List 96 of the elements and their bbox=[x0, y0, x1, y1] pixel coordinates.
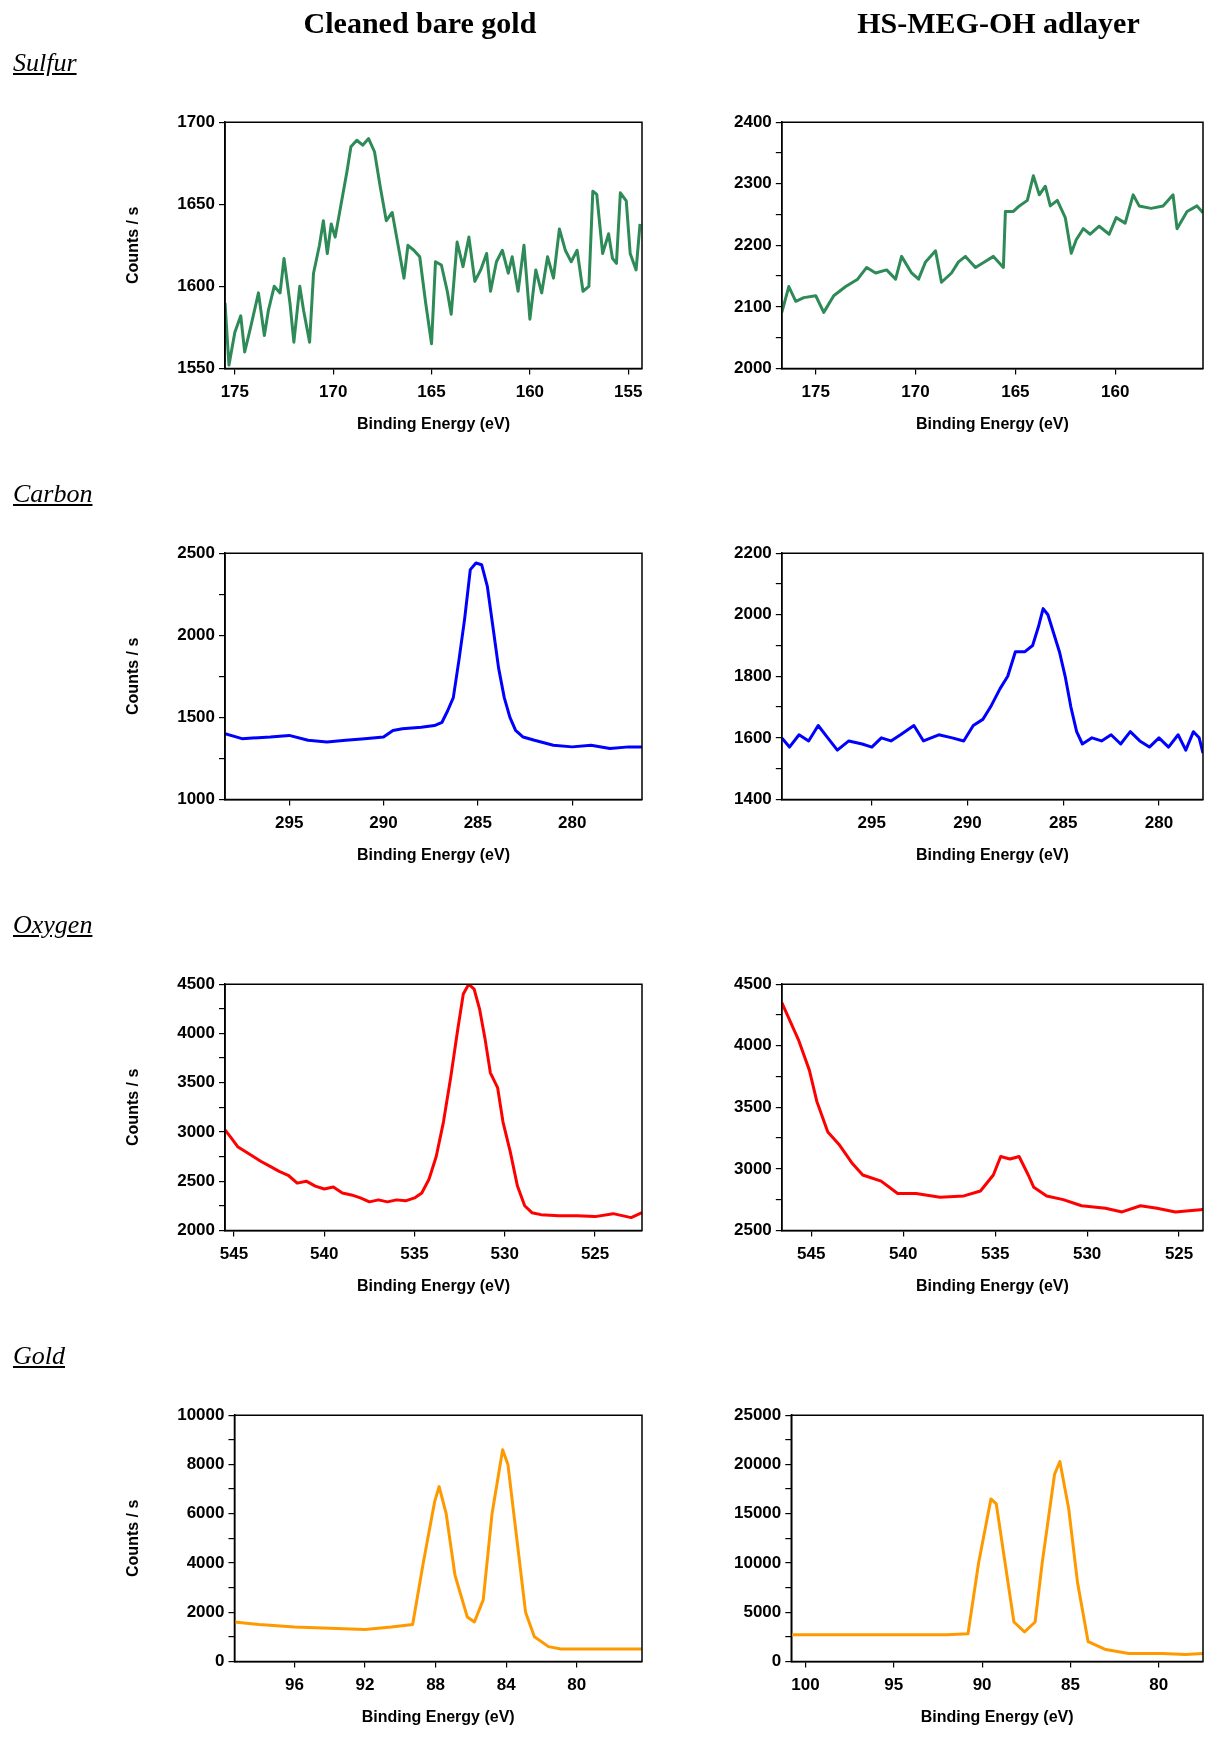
y-tick-label: 2000 bbox=[177, 624, 216, 644]
y-tick-label: 8000 bbox=[186, 1454, 225, 1474]
x-tick-label: 90 bbox=[972, 1675, 992, 1695]
x-tick-label: 92 bbox=[355, 1675, 375, 1695]
x-tick-label: 530 bbox=[490, 1244, 519, 1264]
y-tick-label: 2500 bbox=[177, 1170, 216, 1190]
x-tick-label: 540 bbox=[889, 1244, 918, 1264]
x-tick-label: 530 bbox=[1072, 1244, 1102, 1264]
x-axis-title: Binding Energy (eV) bbox=[915, 1276, 1069, 1294]
y-tick-label: 2200 bbox=[733, 234, 772, 254]
x-tick-label: 280 bbox=[1144, 813, 1174, 833]
y-tick-label: 3500 bbox=[177, 1072, 216, 1092]
y-axis-title: Counts / s bbox=[124, 1499, 142, 1577]
chart-title: HS-MEG-OH adlayer bbox=[856, 6, 1141, 40]
y-tick-label: 1800 bbox=[733, 665, 772, 685]
x-tick-label: 535 bbox=[400, 1244, 429, 1264]
y-axis-title: Counts / s bbox=[124, 1068, 142, 1146]
x-tick-label: 170 bbox=[901, 382, 930, 402]
y-tick-label: 10000 bbox=[177, 1404, 225, 1424]
y-tick-label: 1700 bbox=[177, 111, 216, 131]
x-tick-label: 160 bbox=[515, 382, 545, 402]
x-axis-title: Binding Energy (eV) bbox=[915, 845, 1069, 863]
y-tick-label: 6000 bbox=[186, 1503, 225, 1523]
x-tick-label: 175 bbox=[801, 382, 830, 402]
y-tick-label: 2500 bbox=[177, 542, 216, 562]
y-tick-label: 4500 bbox=[733, 973, 772, 993]
y-tick-label: 2200 bbox=[733, 542, 772, 562]
x-tick-label: 155 bbox=[614, 382, 643, 402]
y-tick-label: 2000 bbox=[733, 358, 772, 378]
x-tick-label: 88 bbox=[426, 1675, 446, 1695]
x-tick-label: 285 bbox=[463, 813, 493, 833]
text: Sulfur bbox=[13, 48, 77, 78]
y-tick-label: 2000 bbox=[733, 604, 772, 624]
x-tick-label: 80 bbox=[567, 1675, 587, 1695]
y-tick-label: 2500 bbox=[733, 1220, 772, 1240]
x-tick-label: 100 bbox=[791, 1675, 820, 1695]
y-tick-label: 0 bbox=[215, 1651, 225, 1671]
x-tick-label: 535 bbox=[980, 1244, 1010, 1264]
y-tick-label: 20000 bbox=[733, 1454, 782, 1474]
y-tick-label: 4000 bbox=[733, 1035, 772, 1055]
y-tick-label: 4000 bbox=[177, 1023, 216, 1043]
chart-title: Cleaned bare gold bbox=[302, 6, 538, 40]
x-tick-label: 280 bbox=[558, 813, 587, 833]
x-tick-label: 525 bbox=[580, 1244, 610, 1264]
y-tick-label: 3500 bbox=[733, 1096, 772, 1116]
x-tick-label: 160 bbox=[1100, 382, 1130, 402]
x-tick-label: 96 bbox=[284, 1675, 304, 1695]
y-tick-label: 3000 bbox=[733, 1158, 772, 1178]
y-tick-label: 1400 bbox=[733, 789, 772, 809]
y-tick-label: 10000 bbox=[733, 1552, 782, 1572]
x-axis-title: Binding Energy (eV) bbox=[357, 414, 510, 432]
y-tick-label: 1650 bbox=[177, 193, 216, 213]
x-tick-label: 525 bbox=[1164, 1244, 1194, 1264]
x-tick-label: 295 bbox=[857, 813, 886, 833]
x-tick-label: 545 bbox=[797, 1244, 826, 1264]
y-tick-label: 2000 bbox=[186, 1601, 225, 1621]
y-axis-title: Counts / s bbox=[124, 637, 142, 715]
x-tick-label: 95 bbox=[884, 1675, 904, 1695]
x-tick-label: 165 bbox=[1001, 382, 1030, 402]
x-axis-title: Binding Energy (eV) bbox=[357, 845, 510, 863]
y-tick-label: 15000 bbox=[733, 1503, 782, 1523]
y-tick-label: 0 bbox=[771, 1651, 782, 1671]
text: Gold bbox=[13, 1341, 65, 1371]
y-tick-label: 4500 bbox=[177, 973, 216, 993]
y-tick-label: 25000 bbox=[733, 1404, 782, 1424]
x-tick-label: 84 bbox=[496, 1675, 517, 1695]
y-tick-label: 1600 bbox=[733, 727, 772, 747]
y-tick-label: 1550 bbox=[177, 358, 216, 378]
x-tick-label: 165 bbox=[417, 382, 446, 402]
x-tick-label: 285 bbox=[1049, 813, 1078, 833]
y-tick-label: 2400 bbox=[733, 111, 772, 131]
x-tick-label: 545 bbox=[219, 1244, 249, 1264]
y-tick-label: 2100 bbox=[733, 296, 772, 316]
y-tick-label: 2000 bbox=[177, 1220, 216, 1240]
x-axis-title: Binding Energy (eV) bbox=[357, 1276, 510, 1294]
y-tick-label: 5000 bbox=[743, 1601, 782, 1621]
y-tick-label: 1500 bbox=[177, 707, 216, 727]
x-tick-label: 175 bbox=[220, 382, 250, 402]
text: Carbon bbox=[13, 479, 93, 509]
text: Oxygen bbox=[13, 910, 93, 940]
y-tick-label: 4000 bbox=[186, 1552, 225, 1572]
x-tick-label: 295 bbox=[274, 813, 304, 833]
x-tick-label: 290 bbox=[369, 813, 398, 833]
x-axis-title: Binding Energy (eV) bbox=[920, 1707, 1074, 1725]
y-tick-label: 1000 bbox=[177, 789, 216, 809]
x-tick-label: 85 bbox=[1061, 1675, 1080, 1695]
x-tick-label: 540 bbox=[310, 1244, 339, 1264]
x-tick-label: 290 bbox=[953, 813, 982, 833]
y-tick-label: 2300 bbox=[733, 173, 772, 193]
x-axis-title: Binding Energy (eV) bbox=[361, 1707, 515, 1725]
y-axis-title: Counts / s bbox=[124, 206, 142, 284]
y-tick-label: 1600 bbox=[177, 276, 216, 296]
x-tick-label: 170 bbox=[319, 382, 348, 402]
x-tick-label: 80 bbox=[1149, 1675, 1169, 1695]
y-tick-label: 3000 bbox=[177, 1121, 216, 1141]
x-axis-title: Binding Energy (eV) bbox=[915, 414, 1069, 432]
